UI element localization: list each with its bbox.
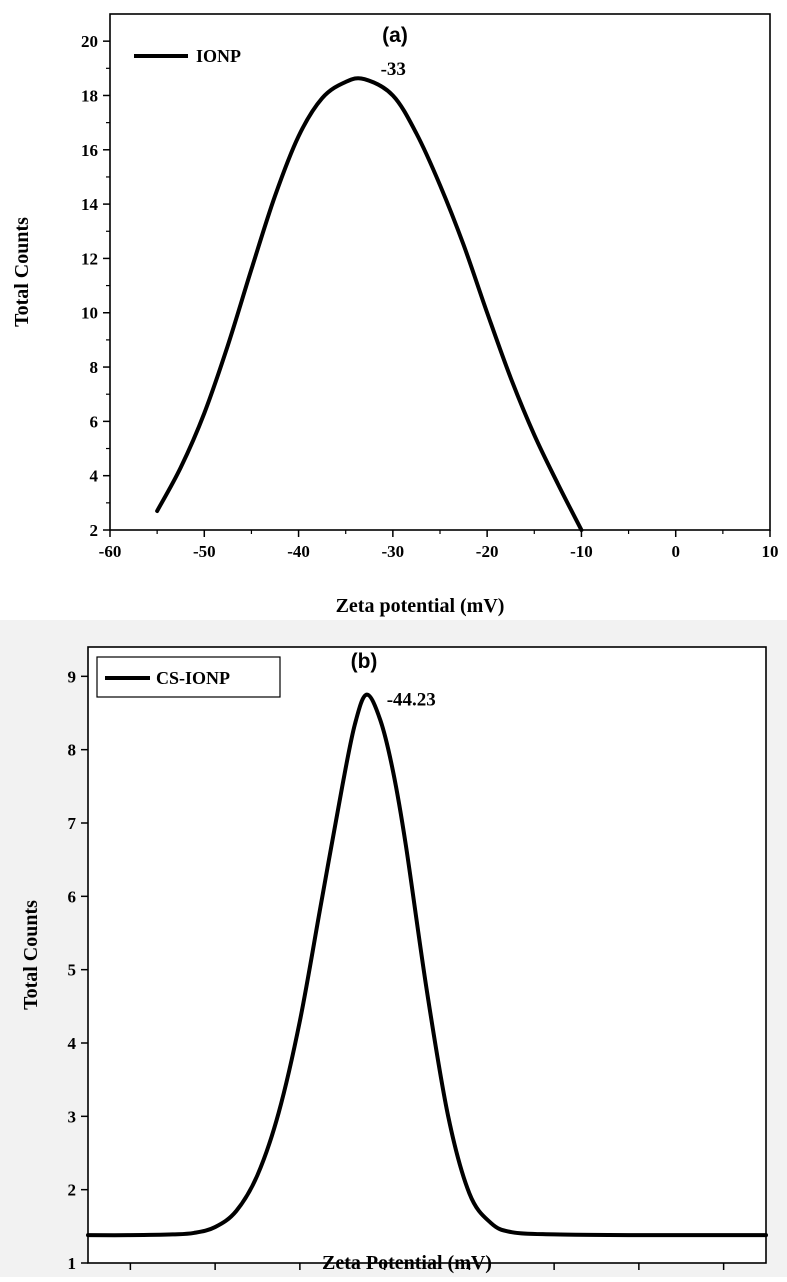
y-tick-label: 10 <box>81 304 98 323</box>
x-tick-label: -10 <box>570 542 593 561</box>
y-tick-label: 20 <box>81 32 98 51</box>
chart-panel-b: -100-80-60-40-2002040123456789Zeta Poten… <box>0 620 787 1282</box>
legend-label: CS-IONP <box>156 668 230 688</box>
x-tick-label: -30 <box>382 542 405 561</box>
y-axis-label: Total Counts <box>11 217 33 327</box>
y-tick-label: 1 <box>68 1254 77 1273</box>
y-axis-label: Total Counts <box>20 900 42 1010</box>
series-line-cs-ionp <box>86 692 768 1238</box>
x-tick-label: 10 <box>762 542 779 561</box>
y-tick-label: 16 <box>81 141 98 160</box>
chart-panel-a: -60 -50 -40 -30 -20 -10 0 10 2 4 6 8 10 12 14 16 18 20 Zet… <box>0 0 787 620</box>
x-tick-label: -40 <box>287 542 310 561</box>
x-tick-label: -50 <box>193 542 216 561</box>
series-line-ionp <box>155 76 584 532</box>
y-tick-label: 7 <box>68 814 77 833</box>
legend-label: IONP <box>196 46 241 66</box>
y-tick-label: 8 <box>90 358 99 377</box>
x-tick-label: -20 <box>476 542 499 561</box>
zeta-chart-a: -60 -50 -40 -30 -20 -10 0 10 2 4 6 8 10 12 14 16 18 20 Zet… <box>11 13 779 617</box>
plot-frame <box>109 13 771 531</box>
x-axis-label: Zeta potential (mV) <box>336 595 505 617</box>
x-axis-label: Zeta Potential (mV) <box>322 1252 492 1274</box>
y-tick-label: 14 <box>81 195 99 214</box>
panel-title: (a) <box>382 24 408 47</box>
y-tick-label: 12 <box>81 249 98 268</box>
y-tick-label: 4 <box>90 467 99 486</box>
zeta-chart-b: -100-80-60-40-2002040123456789Zeta Poten… <box>20 646 768 1282</box>
y-tick-label: 6 <box>68 887 77 906</box>
peak-label: -33 <box>381 59 406 80</box>
y-tick-label: 4 <box>68 1034 77 1053</box>
y-tick-label: 8 <box>68 741 77 760</box>
y-tick-label: 2 <box>68 1181 77 1200</box>
y-tick-label: 5 <box>68 961 77 980</box>
y-tick-label: 9 <box>68 667 77 686</box>
panel-title: (b) <box>351 650 378 673</box>
y-tick-label: 18 <box>81 86 98 105</box>
y-tick-label: 2 <box>90 521 99 540</box>
y-tick-label: 3 <box>68 1107 77 1126</box>
x-tick-label: -60 <box>99 542 122 561</box>
peak-label: -44.23 <box>387 690 436 711</box>
y-tick-label: 6 <box>90 412 99 431</box>
plot-frame <box>87 646 767 1264</box>
x-tick-label: 0 <box>671 542 680 561</box>
